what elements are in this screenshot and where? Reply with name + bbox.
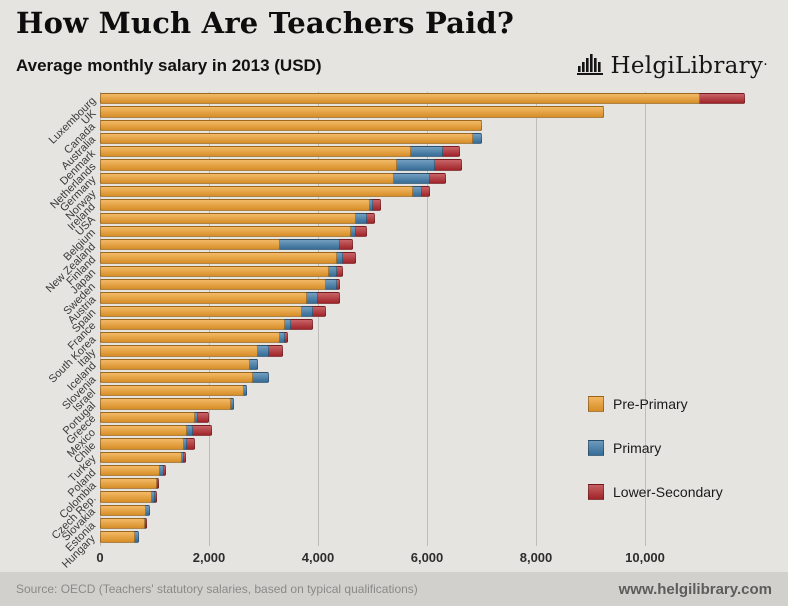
bar-pre-primary bbox=[100, 212, 357, 224]
bar-row: Belgium bbox=[62, 225, 754, 264]
bar-pre-primary bbox=[100, 225, 351, 238]
bar-row: South Korea bbox=[47, 331, 754, 385]
legend: Pre-Primary Primary Lower-Secondary bbox=[588, 396, 723, 528]
bar-pre-primary bbox=[100, 119, 482, 131]
bar-row: Turkey bbox=[66, 451, 754, 485]
x-tick-label: 4,000 bbox=[301, 550, 335, 565]
helgi-library-logo: HelgiLibrary. bbox=[577, 50, 768, 81]
bar-row: Norway bbox=[63, 185, 754, 222]
bar-row: Ireland bbox=[66, 198, 754, 233]
bar-row: Italy bbox=[75, 344, 754, 370]
bar-pre-primary bbox=[100, 185, 414, 198]
bar-row: Israel bbox=[71, 384, 754, 414]
legend-entry: Primary bbox=[588, 440, 723, 456]
bar-pre-primary bbox=[100, 93, 700, 105]
bar-pre-primary bbox=[100, 239, 280, 251]
bar-pre-primary bbox=[100, 478, 158, 490]
bar-row: Colombia bbox=[57, 477, 754, 521]
bar-pre-primary bbox=[100, 252, 338, 264]
bar-pre-primary bbox=[100, 265, 329, 277]
legend-entry: Lower-Secondary bbox=[588, 484, 723, 500]
bar-row: France bbox=[66, 318, 754, 353]
bar-pre-primary bbox=[100, 451, 182, 463]
bar-pre-primary bbox=[100, 504, 147, 516]
bar-row: Mexico bbox=[65, 424, 754, 460]
bar-pre-primary bbox=[100, 172, 395, 184]
bar-pre-primary bbox=[100, 411, 196, 424]
x-tick-label: 10,000 bbox=[625, 550, 665, 565]
bar-row: Japan bbox=[69, 265, 754, 297]
x-tick-label: 8,000 bbox=[519, 550, 553, 565]
bar-row: Australia bbox=[59, 132, 754, 173]
legend-label: Pre-Primary bbox=[613, 396, 688, 412]
bar-row: Portugal bbox=[61, 397, 754, 437]
bar-row: Finland bbox=[64, 251, 754, 288]
gridline bbox=[318, 92, 319, 546]
bar-pre-primary bbox=[100, 371, 253, 384]
bar-row: Chile bbox=[72, 437, 754, 466]
bar-pre-primary bbox=[100, 199, 370, 211]
bar-row: Germany bbox=[58, 172, 754, 215]
gridline bbox=[645, 92, 646, 546]
bar-row: Netherlands bbox=[48, 158, 754, 211]
bar-row: New Zealand bbox=[44, 238, 754, 295]
bar-row: Denmark bbox=[58, 145, 754, 188]
chart-subtitle: Average monthly salary in 2013 (USD) bbox=[16, 56, 322, 75]
x-tick-label: 2,000 bbox=[192, 550, 226, 565]
bar-pre-primary bbox=[100, 318, 286, 331]
bar-pre-primary bbox=[100, 531, 136, 543]
bar-pre-primary bbox=[100, 398, 231, 410]
bar-pre-primary bbox=[100, 345, 259, 357]
bar-pre-primary bbox=[100, 305, 302, 317]
legend-swatch bbox=[588, 484, 604, 500]
plot-area: Luxembourg UK Canada Australia Denmark Nether… bbox=[44, 92, 754, 571]
bar-row: Austria bbox=[66, 291, 754, 326]
bar-row: Poland bbox=[66, 464, 754, 499]
bar-row: Spain bbox=[70, 305, 754, 335]
bar-row: UK bbox=[79, 105, 754, 127]
bar-pre-primary bbox=[100, 146, 411, 158]
bar-pre-primary bbox=[100, 518, 145, 530]
bar-pre-primary bbox=[100, 425, 188, 437]
bar-row: USA bbox=[74, 212, 754, 238]
bar-row: Slovakia bbox=[60, 504, 754, 544]
bar-pre-primary bbox=[100, 385, 245, 397]
bar-pre-primary bbox=[100, 438, 185, 450]
chart-title: How Much Are Teachers Paid? bbox=[16, 6, 515, 40]
bar-row: Hungary bbox=[60, 530, 754, 571]
x-axis: 0 2,000 4,000 6,000 8,000 10,000 bbox=[96, 550, 754, 570]
legend-entry: Pre-Primary bbox=[588, 396, 723, 412]
legend-label: Primary bbox=[613, 440, 662, 456]
x-tick-label: 0 bbox=[96, 550, 104, 565]
legend-swatch bbox=[588, 396, 604, 412]
source-note: Source: OECD (Teachers' statutory salari… bbox=[16, 582, 418, 596]
bar-row: Luxembourg bbox=[47, 92, 754, 146]
bar-pre-primary bbox=[100, 278, 327, 291]
bar-pre-primary bbox=[100, 358, 250, 370]
bar-row: Estonia bbox=[64, 517, 754, 554]
bar-row: Canada bbox=[63, 119, 754, 157]
bar-row: Czech Rep. bbox=[49, 490, 754, 542]
bar-row: Greece bbox=[64, 411, 754, 447]
legend-label: Lower-Secondary bbox=[613, 484, 723, 500]
bar-pre-primary bbox=[100, 292, 308, 304]
bar-pre-primary bbox=[100, 332, 280, 344]
bar-row: Sweden bbox=[62, 278, 754, 317]
legend-swatch bbox=[588, 440, 604, 456]
gridline bbox=[536, 92, 537, 546]
bar-pre-primary bbox=[100, 106, 605, 118]
bar-row: Slovenia bbox=[60, 371, 754, 412]
bar-pre-primary bbox=[100, 132, 474, 145]
helgi-logo-icon bbox=[577, 50, 604, 81]
gridline bbox=[427, 92, 428, 546]
x-tick-label: 6,000 bbox=[410, 550, 444, 565]
footer-bar: Source: OECD (Teachers' statutory salari… bbox=[0, 572, 788, 606]
bar-pre-primary bbox=[100, 159, 398, 171]
bar-row: Iceland bbox=[65, 358, 754, 394]
bar-pre-primary bbox=[100, 464, 160, 477]
website-link[interactable]: www.helgilibrary.com bbox=[618, 580, 772, 598]
bar-pre-primary bbox=[100, 491, 152, 503]
logo-text: HelgiLibrary. bbox=[610, 52, 768, 79]
